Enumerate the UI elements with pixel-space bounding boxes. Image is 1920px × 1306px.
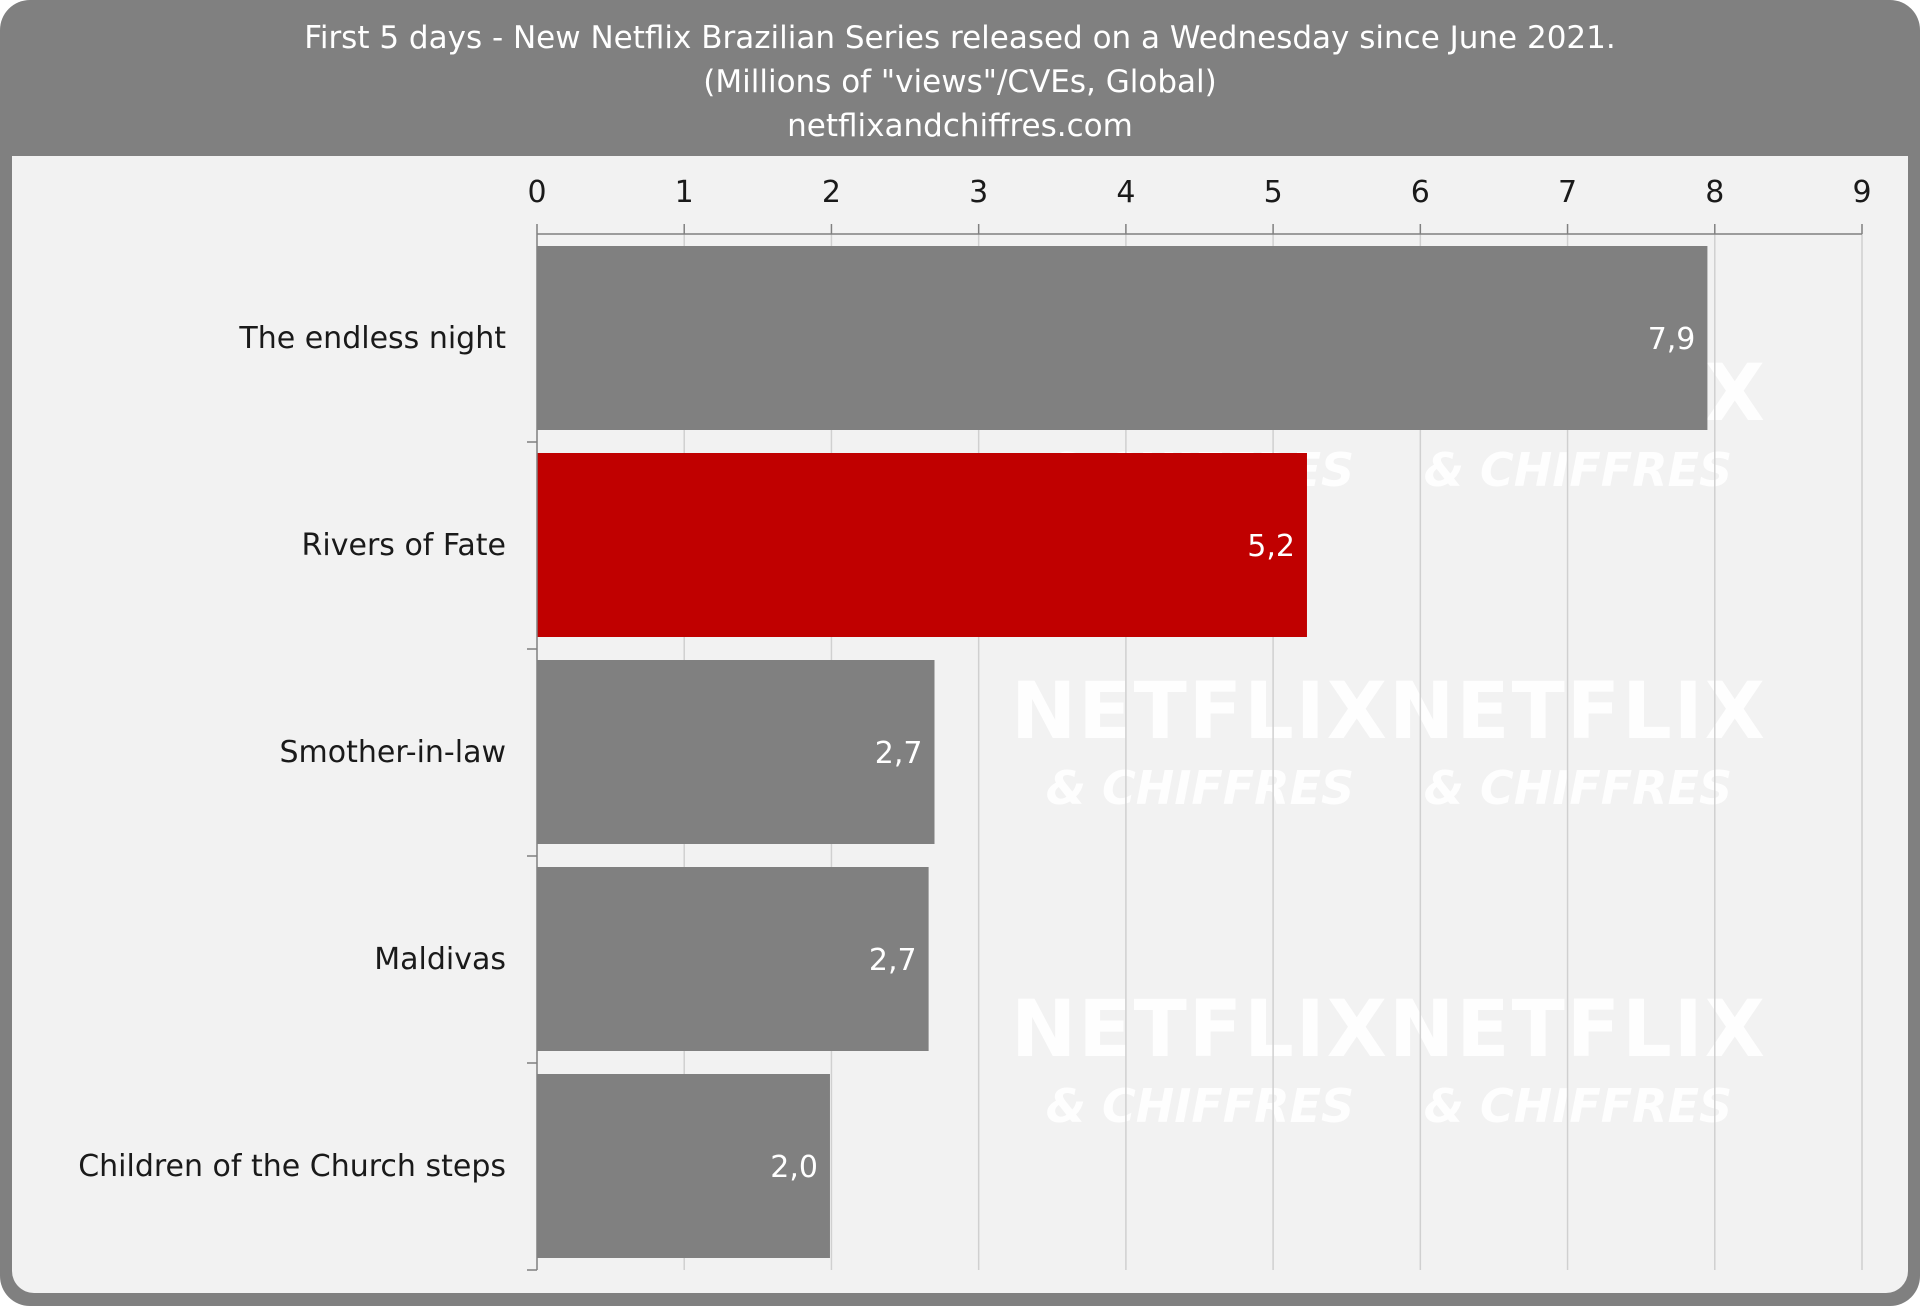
watermark-chiffres-text: & CHIFFRES [1424, 443, 1732, 497]
bar-data-label: 2,7 [875, 736, 923, 771]
x-tick-label: 6 [1411, 175, 1430, 210]
axes-group: 0 1 2 3 4 5 6 7 8 9 The endless night Rivers of Fat… [78, 175, 1872, 1271]
watermark-chiffres-text: & CHIFFRES [1046, 1079, 1354, 1133]
bar-data-label: 7,9 [1648, 322, 1696, 357]
x-tick-label: 8 [1705, 175, 1724, 210]
x-tick-label: 7 [1558, 175, 1577, 210]
watermark-netflix-text: NETFLIX [1389, 667, 1767, 757]
watermark-chiffres-text: & CHIFFRES [1424, 1079, 1732, 1133]
bar-data-label: 2,0 [770, 1150, 818, 1185]
x-tick-label: 5 [1264, 175, 1283, 210]
watermark-netflix-text: NETFLIX [1389, 985, 1767, 1075]
bar [537, 660, 935, 844]
x-tick-label: 4 [1116, 175, 1135, 210]
chart-source: netflixandchiffres.com [787, 108, 1133, 144]
chart-subtitle: (Millions of "views"/CVEs, Global) [703, 64, 1217, 100]
bar-data-label: 5,2 [1247, 529, 1295, 564]
category-label: Smother-in-law [279, 735, 506, 770]
category-label: Maldivas [374, 942, 506, 977]
x-tick-label: 9 [1852, 175, 1871, 210]
x-tick-label: 3 [969, 175, 988, 210]
watermark-netflix-text: NETFLIX [1011, 667, 1389, 757]
bar [537, 867, 929, 1051]
category-label: Children of the Church steps [78, 1149, 506, 1184]
chart-title: First 5 days - New Netflix Brazilian Ser… [304, 20, 1616, 56]
watermark-chiffres-text: & CHIFFRES [1046, 761, 1354, 815]
bar [537, 453, 1307, 637]
category-label: The endless night [238, 321, 506, 356]
watermark-netflix-text: NETFLIX [1011, 985, 1389, 1075]
x-tick-label: 1 [675, 175, 694, 210]
bar-data-label: 2,7 [869, 943, 917, 978]
x-tick-label: 2 [822, 175, 841, 210]
bar [537, 1074, 830, 1258]
bar [537, 246, 1708, 430]
bars-group: 7,9 5,2 2,7 2,7 2,0 [537, 246, 1708, 1258]
chart-header: First 5 days - New Netflix Brazilian Ser… [0, 0, 1920, 156]
x-tick-label: 0 [527, 175, 546, 210]
watermark-chiffres-text: & CHIFFRES [1424, 761, 1732, 815]
category-label: Rivers of Fate [302, 528, 506, 563]
